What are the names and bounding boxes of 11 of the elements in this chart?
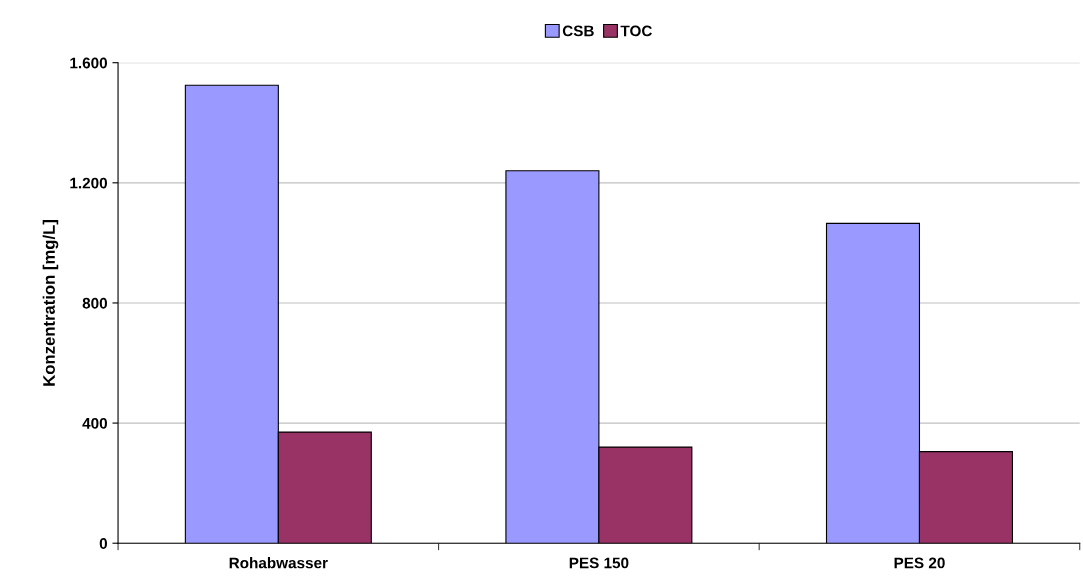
x-tick-label: PES 20 — [894, 557, 945, 569]
y-tick-label: 1.600 — [70, 57, 108, 69]
y-tick-label: 1.200 — [70, 177, 108, 189]
x-tick-label: PES 150 — [569, 557, 629, 569]
y-tick-label: 0 — [99, 538, 107, 549]
x-tick-label: Rohabwasser — [229, 557, 328, 569]
legend-label: TOC — [620, 25, 652, 37]
y-tick-label: 800 — [82, 297, 108, 309]
legend-label: CSB — [562, 25, 594, 37]
y-axis-title: Konzentration [mg/L] — [42, 220, 59, 386]
y-tick-label: 400 — [82, 417, 108, 429]
